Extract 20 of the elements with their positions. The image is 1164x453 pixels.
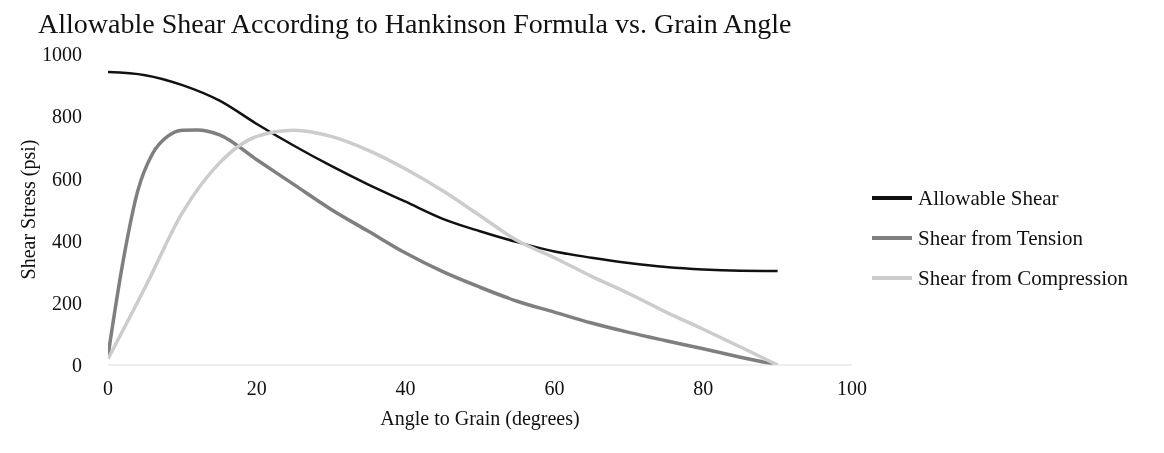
x-tick-label: 0 [103,377,113,400]
y-axis-title: Shear Stress (psi) [17,139,41,280]
legend-label: Shear from Tension [918,224,1083,252]
x-tick-label: 80 [693,377,714,400]
x-tick-label: 20 [246,377,267,400]
x-axis-title: Angle to Grain (degrees) [380,407,580,430]
y-tick-label: 800 [52,105,82,128]
chart-title: Allowable Shear According to Hankinson Formula vs. Grain Angle [38,8,793,40]
y-tick-label: 200 [52,291,82,314]
y-tick-label: 0 [72,354,82,377]
y-tick-label: 600 [52,167,82,190]
x-tick-label: 40 [395,377,416,400]
line-series [108,128,780,365]
legend-label: Allowable Shear [918,184,1059,212]
legend-label: Shear from Compression [918,264,1128,292]
x-tick-label: 60 [544,377,565,400]
line-series [108,70,779,273]
y-tick-label: 1000 [42,43,82,66]
y-tick-label: 400 [52,229,82,252]
x-tick-label: 100 [837,377,868,400]
